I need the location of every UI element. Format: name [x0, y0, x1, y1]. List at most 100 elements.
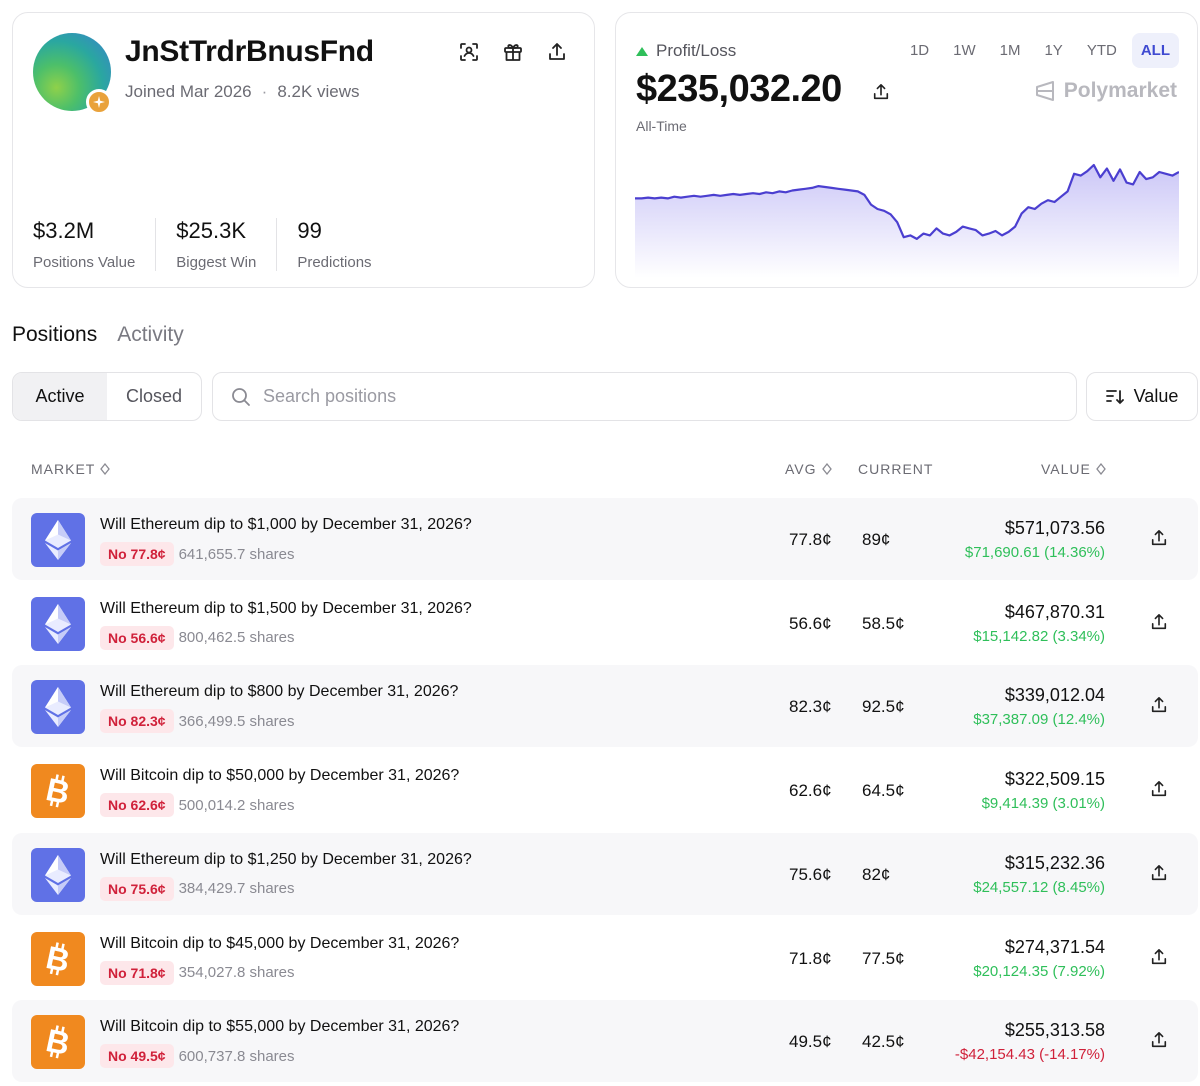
pnl-label: Profit/Loss: [636, 41, 736, 61]
position-value: $571,073.56 $71,690.61 (14.36%): [965, 518, 1105, 561]
share-icon[interactable]: [1150, 613, 1170, 633]
pnl-area: [635, 165, 1179, 278]
bitcoin-icon: B: [44, 1025, 72, 1059]
bitcoin-icon: B: [44, 942, 72, 976]
header-avg[interactable]: AVG: [785, 461, 832, 477]
value-pnl: $20,124.35 (7.92%): [973, 962, 1105, 980]
tab-positions[interactable]: Positions: [12, 323, 98, 346]
position-row[interactable]: Will Ethereum dip to $1,500 by December …: [12, 582, 1198, 664]
market-title[interactable]: Will Ethereum dip to $1,250 by December …: [100, 850, 472, 868]
avg-price: 75.6¢: [789, 864, 832, 884]
share-count: 366,499.5 shares: [178, 712, 295, 730]
pnl-line: [635, 163, 1179, 240]
avg-price: 62.6¢: [789, 781, 832, 801]
position-meta: No 71.8¢ 354,027.8 shares: [100, 960, 295, 985]
avg-price: 71.8¢: [789, 948, 832, 968]
pnl-range-label: All-Time: [636, 118, 687, 134]
share-count: 600,737.8 shares: [178, 1047, 295, 1065]
outcome-badge: No 77.8¢: [100, 542, 174, 566]
position-row[interactable]: B Will Bitcoin dip to $55,000 by Decembe…: [12, 1000, 1198, 1083]
value-amount: $467,870.31: [1004, 601, 1105, 622]
position-value: $467,870.31 $15,142.82 (3.34%): [973, 602, 1105, 645]
market-title[interactable]: Will Bitcoin dip to $55,000 by December …: [100, 1018, 460, 1036]
position-row[interactable]: B Will Bitcoin dip to $45,000 by Decembe…: [12, 917, 1198, 999]
timeframe-1d[interactable]: 1D: [909, 42, 930, 59]
position-value: $315,232.36 $24,557.12 (8.45%): [973, 853, 1105, 896]
share-icon[interactable]: [1150, 1031, 1170, 1051]
view-count: 8.2K views: [277, 82, 360, 101]
sort-diamond-icon: [1096, 463, 1106, 475]
avg-price: 77.8¢: [789, 530, 832, 549]
position-row[interactable]: Will Ethereum dip to $800 by December 31…: [12, 665, 1198, 748]
ethereum-icon: [45, 854, 71, 895]
profile-stats: $3.2M Positions Value $25.3K Biggest Win…: [33, 218, 412, 271]
share-count: 384,429.7 shares: [178, 880, 295, 898]
outcome-badge: No 71.8¢: [100, 960, 174, 985]
market-title[interactable]: Will Ethereum dip to $1,000 by December …: [100, 516, 472, 533]
share-icon[interactable]: [1150, 948, 1170, 968]
current-price: 89¢: [862, 530, 891, 549]
position-row[interactable]: Will Ethereum dip to $1,000 by December …: [12, 498, 1198, 580]
value-pnl: $24,557.12 (8.45%): [973, 878, 1105, 896]
pnl-value: $235,032.20: [636, 68, 842, 110]
outcome-badge: No 82.3¢: [100, 709, 174, 734]
timeframe-1w[interactable]: 1W: [953, 42, 976, 59]
filter-active-button[interactable]: Active: [13, 373, 107, 420]
share-count: 500,014.2 shares: [178, 796, 295, 814]
pnl-share-icon[interactable]: [870, 81, 892, 103]
share-icon[interactable]: [1150, 529, 1170, 549]
share-icon[interactable]: [546, 41, 568, 63]
share-count: 800,462.5 shares: [178, 629, 295, 647]
header-value[interactable]: VALUE: [1041, 461, 1106, 477]
main-tabs: Positions Activity: [12, 323, 184, 347]
current-price: 58.5¢: [862, 613, 905, 633]
market-title[interactable]: Will Bitcoin dip to $50,000 by December …: [100, 767, 460, 785]
current-price: 64.5¢: [862, 781, 905, 801]
filter-closed-button[interactable]: Closed: [125, 386, 183, 406]
share-icon[interactable]: [1150, 864, 1170, 884]
market-title[interactable]: Will Bitcoin dip to $45,000 by December …: [100, 934, 460, 952]
tab-activity[interactable]: Activity: [117, 323, 184, 346]
header-market[interactable]: MARKET: [31, 461, 111, 477]
value-amount: $339,012.04: [1004, 685, 1105, 706]
polymarket-logo-icon: [1035, 81, 1054, 101]
position-meta: No 75.6¢ 384,429.7 shares: [100, 876, 295, 901]
position-row[interactable]: Will Ethereum dip to $1,250 by December …: [12, 832, 1198, 915]
sort-button[interactable]: Value: [1086, 372, 1198, 421]
value-pnl: $15,142.82 (3.34%): [973, 627, 1105, 645]
timeframe-1m[interactable]: 1M: [999, 42, 1021, 59]
position-value: $255,313.58 -$42,154.43 (-14.17%): [955, 1020, 1105, 1063]
value-amount: $274,371.54: [1004, 936, 1105, 957]
position-row[interactable]: B Will Bitcoin dip to $50,000 by Decembe…: [12, 749, 1198, 831]
coin-icon: [31, 596, 85, 651]
ethereum-icon: [45, 520, 71, 560]
market-title[interactable]: Will Ethereum dip to $1,500 by December …: [100, 599, 472, 617]
bitcoin-icon: B: [44, 774, 72, 808]
timeframe-all[interactable]: ALL: [1131, 33, 1179, 68]
share-icon[interactable]: [1150, 780, 1170, 800]
coin-icon: B: [31, 1015, 85, 1070]
status-filter: Active Closed: [12, 372, 202, 421]
profile-subline: Joined Mar 2026 · 8.2K views: [125, 82, 360, 102]
value-amount: $571,073.56: [1004, 518, 1105, 538]
gift-icon[interactable]: [502, 41, 524, 63]
trend-up-icon: [636, 46, 648, 56]
search-input[interactable]: [263, 386, 1043, 407]
timeframe-1y[interactable]: 1Y: [1044, 42, 1063, 59]
scan-icon[interactable]: [458, 41, 480, 63]
timeframe-ytd[interactable]: YTD: [1086, 42, 1117, 59]
share-icon[interactable]: [1150, 696, 1170, 716]
position-meta: No 82.3¢ 366,499.5 shares: [100, 709, 295, 734]
coin-icon: [31, 847, 85, 902]
value-amount: $322,509.15: [1004, 769, 1105, 790]
share-count: 641,655.7 shares: [178, 545, 295, 563]
coin-icon: [31, 680, 85, 735]
outcome-badge: No 62.6¢: [100, 793, 174, 818]
value-pnl: $71,690.61 (14.36%): [964, 544, 1105, 561]
outcome-badge: No 56.6¢: [100, 625, 174, 650]
outcome-badge: No 75.6¢: [100, 876, 174, 901]
value-pnl: -$42,154.43 (-14.17%): [954, 1046, 1105, 1064]
sort-diamond-icon: [100, 463, 111, 475]
share-count: 354,027.8 shares: [178, 964, 295, 981]
market-title[interactable]: Will Ethereum dip to $800 by December 31…: [100, 683, 459, 701]
